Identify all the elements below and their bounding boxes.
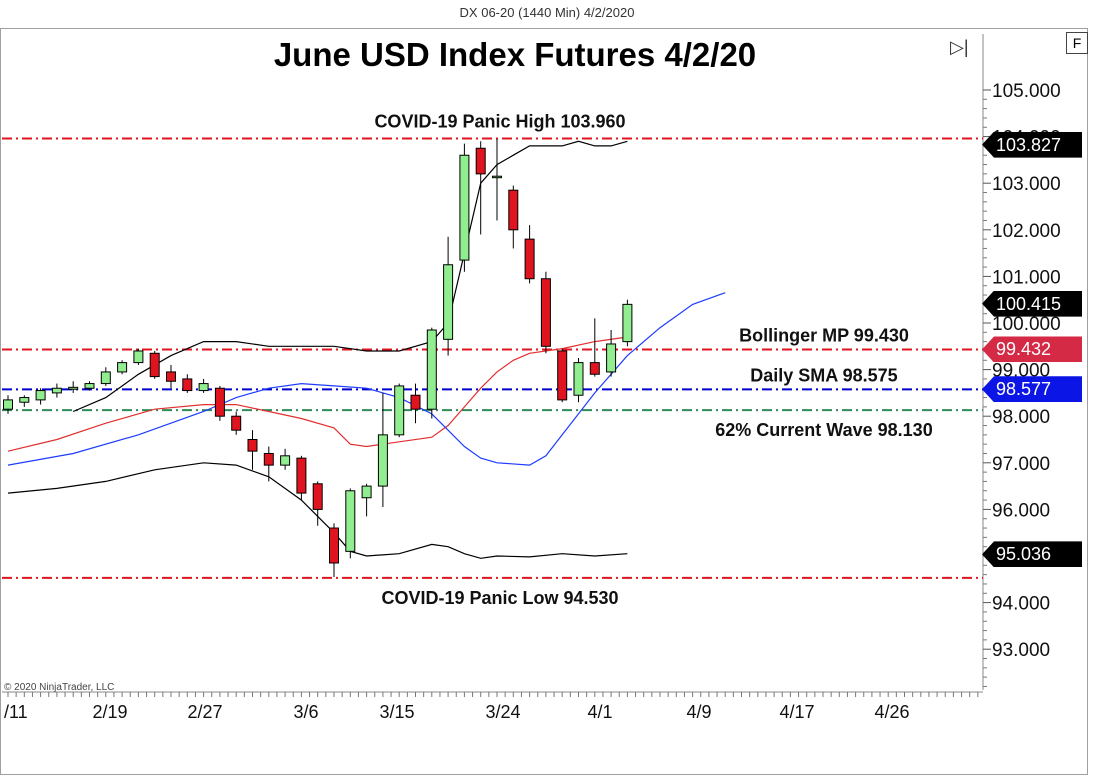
up-candle: [3, 399, 13, 410]
y-tick-label: 103.000: [992, 174, 1061, 195]
y-tick-label: 93.000: [992, 640, 1050, 661]
up-candle: [492, 175, 502, 179]
x-tick-label: 2/27: [187, 702, 222, 722]
f-button[interactable]: F: [1066, 32, 1088, 54]
x-tick-label: 4/26: [874, 702, 909, 722]
price-tag: 103.827: [982, 131, 1082, 158]
down-candle: [524, 238, 535, 280]
down-candle: [508, 189, 519, 231]
x-tick-label: 4/17: [779, 702, 814, 722]
y-tick-label: 101.000: [992, 267, 1061, 288]
up-candle: [133, 350, 144, 364]
down-candle: [589, 362, 600, 375]
up-candle: [443, 264, 454, 340]
x-tick-label: /11: [4, 702, 28, 722]
skip-to-end-icon[interactable]: ▷|: [950, 37, 969, 57]
up-candle: [35, 390, 46, 401]
price-tag: 100.415: [982, 290, 1082, 317]
up-candle: [426, 329, 437, 410]
middle-bollinger-line: [7, 336, 628, 452]
up-candle: [394, 385, 405, 436]
up-candle: [51, 387, 62, 394]
up-candle: [84, 383, 95, 389]
up-candle: [622, 303, 633, 343]
down-candle: [540, 278, 551, 347]
lower-bollinger-line: [7, 462, 628, 559]
level-label: Daily SMA 98.575: [750, 365, 897, 385]
level-labels: COVID-19 Panic High 103.960 Bollinger MP …: [374, 111, 932, 607]
level-label: Bollinger MP 99.430: [739, 326, 909, 346]
down-candle: [410, 394, 421, 410]
down-candle: [296, 457, 307, 494]
chart-frame: [0, 28, 1088, 775]
up-candle: [606, 343, 617, 373]
down-candle: [329, 527, 339, 564]
y-tick-label: 96.000: [992, 500, 1050, 521]
axis-layer: 105.000104.000103.000102.000101.000100.0…: [2, 34, 1061, 722]
up-candle: [100, 371, 111, 385]
chart-title: June USD Index Futures 4/2/20: [274, 36, 756, 73]
up-candle: [117, 362, 128, 373]
x-tick-label: 3/24: [485, 702, 520, 722]
down-candle: [475, 147, 486, 175]
price-tag: 95.036: [982, 541, 1082, 568]
y-tick-label: 102.000: [992, 221, 1061, 242]
y-tick-label: 97.000: [992, 454, 1050, 475]
down-candle: [149, 352, 160, 378]
y-tick-label: 98.000: [992, 407, 1050, 428]
down-candle: [214, 387, 225, 417]
level-label: COVID-19 Panic Low 94.530: [381, 588, 618, 608]
y-tick-label: 100.000: [992, 314, 1061, 335]
x-tick-label: 4/1: [587, 702, 612, 722]
up-candle: [19, 397, 30, 403]
up-candle: [459, 154, 470, 261]
down-candle: [166, 371, 176, 382]
x-tick-label: 4/9: [686, 702, 711, 722]
price-tag: 98.577: [982, 376, 1082, 403]
level-label: 62% Current Wave 98.130: [715, 420, 932, 440]
down-candle: [231, 415, 242, 431]
daily-sma-line: [7, 292, 726, 466]
up-candle: [280, 455, 291, 466]
level-label: COVID-19 Panic High 103.960: [374, 111, 625, 131]
down-candle: [182, 378, 193, 392]
down-candle: [312, 483, 323, 510]
x-tick-label: 3/6: [293, 702, 318, 722]
candles: [3, 138, 633, 577]
down-candle: [557, 350, 568, 401]
down-candle: [263, 452, 274, 466]
up-candle: [361, 485, 372, 499]
up-candle: [68, 386, 79, 390]
up-candle: [377, 434, 388, 487]
price-tag: 99.432: [982, 336, 1082, 363]
y-tick-label: 94.000: [992, 594, 1050, 615]
up-candle: [573, 362, 584, 396]
horizontal-levels: [2, 137, 983, 579]
copyright-text: © 2020 NinjaTrader, LLC: [4, 682, 114, 693]
x-tick-label: 3/15: [379, 702, 414, 722]
up-candle: [198, 383, 209, 392]
down-candle: [247, 439, 258, 452]
y-tick-label: 105.000: [992, 81, 1061, 102]
up-candle: [345, 490, 356, 552]
instrument-title: DX 06-20 (1440 Min) 4/2/2020: [459, 5, 635, 20]
x-tick-label: 2/19: [92, 702, 127, 722]
